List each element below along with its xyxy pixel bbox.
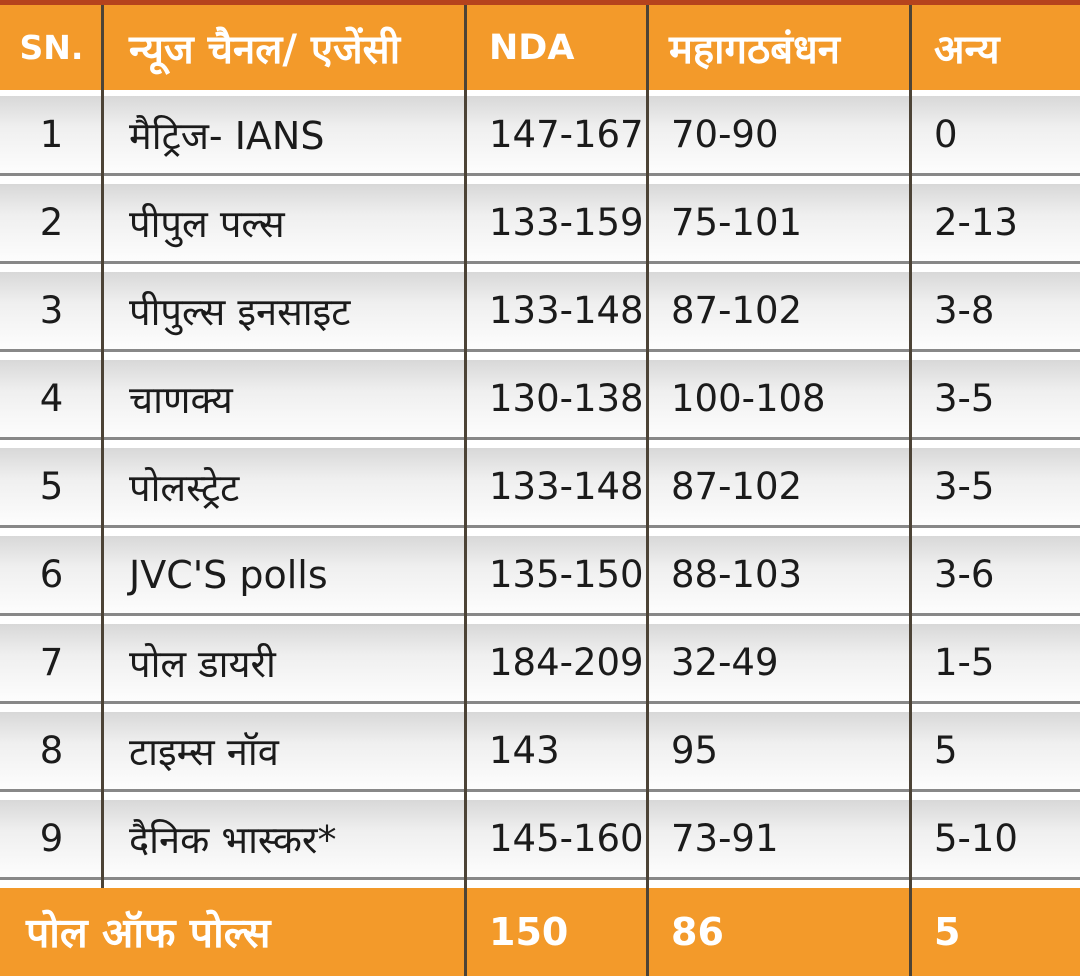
- column-divider-4: [909, 5, 912, 976]
- cell-nda-seats: 135-150: [489, 553, 644, 596]
- cell-nda-seats: 184-209: [489, 641, 644, 684]
- cell-others-seats: 3-5: [934, 465, 995, 508]
- column-header-others: अन्य: [934, 27, 1000, 73]
- cell-others-seats: 5-10: [934, 817, 1018, 860]
- cell-mahagathbandhan-seats: 87-102: [671, 289, 803, 332]
- table-body: 1 मैट्रिज- IANS 147-167 70-90 0 2 पीपुल …: [0, 90, 1080, 888]
- cell-others-seats: 3-8: [934, 289, 995, 332]
- cell-serial-number: 9: [39, 817, 64, 860]
- column-divider-3: [646, 5, 649, 976]
- cell-nda-seats: 147-167: [489, 113, 644, 156]
- table-row: 1 मैट्रिज- IANS 147-167 70-90 0: [0, 96, 1080, 176]
- column-header-mahagathbandhan: महागठबंधन: [669, 27, 840, 73]
- cell-others-seats: 3-5: [934, 377, 995, 420]
- footer-others-seats: 5: [934, 910, 961, 954]
- cell-serial-number: 5: [39, 465, 64, 508]
- cell-serial-number: 8: [39, 729, 64, 772]
- cell-others-seats: 2-13: [934, 201, 1018, 244]
- cell-mahagathbandhan-seats: 75-101: [671, 201, 803, 244]
- cell-nda-seats: 133-159: [489, 201, 644, 244]
- cell-nda-seats: 143: [489, 729, 560, 772]
- cell-serial-number: 7: [39, 641, 64, 684]
- cell-mahagathbandhan-seats: 88-103: [671, 553, 803, 596]
- cell-nda-seats: 130-138: [489, 377, 644, 420]
- table-row: 2 पीपुल पल्स 133-159 75-101 2-13: [0, 184, 1080, 264]
- cell-mahagathbandhan-seats: 32-49: [671, 641, 779, 684]
- column-divider-1: [101, 5, 104, 888]
- cell-others-seats: 0: [934, 113, 958, 156]
- table-row: 9 दैनिक भास्कर* 145-160 73-91 5-10: [0, 800, 1080, 880]
- cell-nda-seats: 145-160: [489, 817, 644, 860]
- cell-others-seats: 5: [934, 729, 958, 772]
- column-divider-2: [464, 5, 467, 976]
- cell-agency-name: दैनिक भास्कर*: [129, 817, 337, 862]
- table-footer-row: पोल ऑफ पोल्स 150 86 5: [0, 888, 1080, 976]
- cell-agency-name: पोलस्ट्रेट: [129, 465, 240, 510]
- table-row: 6 JVC'S polls 135-150 88-103 3-6: [0, 536, 1080, 616]
- table-row: 7 पोल डायरी 184-209 32-49 1-5: [0, 624, 1080, 704]
- cell-serial-number: 2: [39, 201, 64, 244]
- cell-agency-name: चाणक्य: [129, 377, 233, 422]
- table-row: 3 पीपुल्स इनसाइट 133-148 87-102 3-8: [0, 272, 1080, 352]
- cell-agency-name: मैट्रिज- IANS: [129, 113, 325, 158]
- column-header-serial-number: SN.: [19, 28, 84, 67]
- cell-serial-number: 6: [39, 553, 64, 596]
- table-row: 4 चाणक्य 130-138 100-108 3-5: [0, 360, 1080, 440]
- cell-agency-name: JVC'S polls: [129, 552, 328, 597]
- cell-mahagathbandhan-seats: 100-108: [671, 377, 826, 420]
- footer-nda-seats: 150: [489, 910, 569, 954]
- cell-agency-name: टाइम्स नॉव: [129, 729, 279, 774]
- cell-serial-number: 1: [39, 113, 64, 156]
- cell-mahagathbandhan-seats: 95: [671, 729, 719, 772]
- cell-others-seats: 1-5: [934, 641, 995, 684]
- cell-agency-name: पीपुल्स इनसाइट: [129, 289, 351, 334]
- cell-nda-seats: 133-148: [489, 289, 644, 332]
- table-header-row: SN. न्यूज चैनल/ एजेंसी NDA महागठबंधन अन्…: [0, 5, 1080, 90]
- top-accent-strip: [0, 0, 1080, 5]
- cell-others-seats: 3-6: [934, 553, 995, 596]
- footer-label-poll-of-polls: पोल ऑफ पोल्स: [26, 909, 271, 957]
- footer-mahagathbandhan-seats: 86: [671, 910, 724, 954]
- cell-serial-number: 3: [39, 289, 64, 332]
- column-header-agency: न्यूज चैनल/ एजेंसी: [129, 27, 401, 73]
- table-row: 8 टाइम्स नॉव 143 95 5: [0, 712, 1080, 792]
- cell-agency-name: पोल डायरी: [129, 641, 276, 686]
- cell-agency-name: पीपुल पल्स: [129, 201, 285, 246]
- cell-mahagathbandhan-seats: 73-91: [671, 817, 779, 860]
- cell-serial-number: 4: [39, 377, 64, 420]
- cell-mahagathbandhan-seats: 87-102: [671, 465, 803, 508]
- cell-mahagathbandhan-seats: 70-90: [671, 113, 779, 156]
- column-header-nda: NDA: [489, 27, 575, 68]
- table-row: 5 पोलस्ट्रेट 133-148 87-102 3-5: [0, 448, 1080, 528]
- cell-nda-seats: 133-148: [489, 465, 644, 508]
